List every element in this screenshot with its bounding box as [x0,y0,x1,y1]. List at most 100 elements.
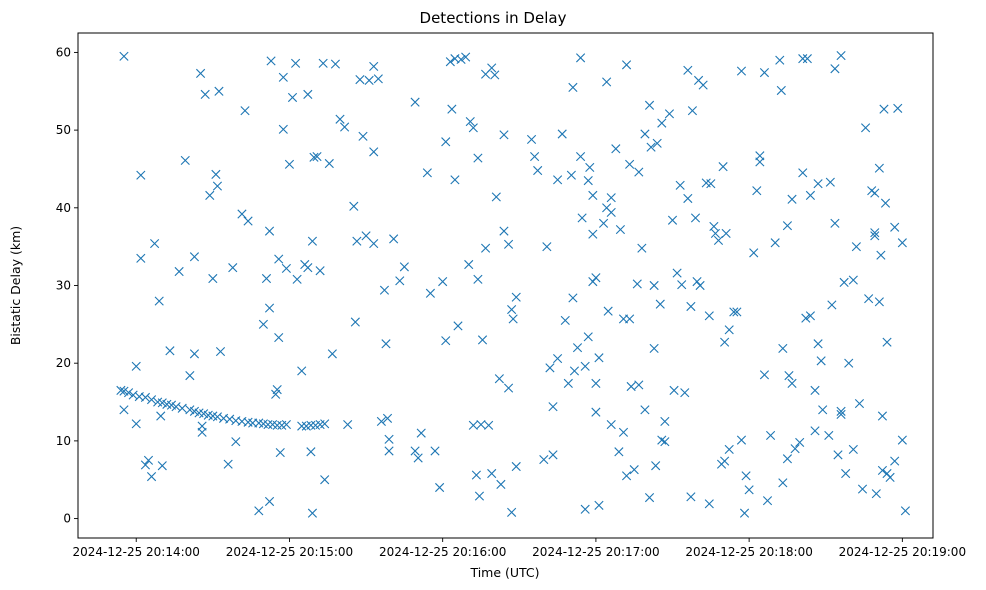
y-axis-ticks: 0 10 20 30 40 50 60 [56,45,78,526]
data-point [189,349,200,359]
data-point [320,419,330,429]
data-point [651,461,661,471]
data-point [569,366,580,376]
data-point [736,435,747,445]
data-point [258,319,268,329]
data-point [511,292,521,302]
data-point [278,72,288,82]
data-point [813,339,823,349]
data-point [468,420,478,430]
data-point [854,399,865,409]
data-point [598,218,609,228]
data-point [297,366,307,376]
data-point [143,455,154,465]
data-point [542,242,552,252]
data-point [844,358,854,368]
data-point [885,472,895,482]
data-point [422,168,432,178]
data-point [352,236,362,246]
y-tick-label: 50 [56,123,71,137]
data-point [284,159,295,169]
data-point [548,450,558,460]
data-point [324,158,334,169]
data-point [810,426,820,436]
data-point [618,427,629,437]
data-point [790,444,800,454]
data-point [290,58,301,68]
data-point [572,343,583,353]
data-point [787,378,797,388]
data-point [292,274,302,284]
data-point [660,437,670,447]
data-point [634,380,644,390]
data-point [263,419,273,430]
data-point [695,280,705,291]
x-tick-label: 2024-12-25 20:16:00 [379,545,506,559]
data-point [870,228,880,238]
data-point [477,335,488,345]
data-point [739,508,750,518]
data-point [503,239,514,249]
data-point [882,468,892,479]
data-point [625,314,635,324]
data-point [382,413,393,423]
data-point [174,266,184,277]
data-point [657,118,667,128]
data-point [606,207,616,218]
data-point [787,194,797,204]
data-point [649,280,659,291]
data-point [376,416,386,427]
data-point [557,129,567,139]
data-point [890,456,900,466]
data-point [798,168,808,178]
data-point [410,97,420,107]
data-point [870,231,880,241]
x-tick-label: 2024-12-25 20:18:00 [685,545,812,559]
data-point [274,332,284,343]
data-point [465,116,475,127]
data-point [646,142,656,152]
data-point [205,190,215,200]
data-point [384,446,394,456]
data-point [690,213,701,223]
data-point [395,276,405,286]
data-point [634,167,644,177]
data-point [533,165,543,176]
data-point [545,363,555,373]
data-point [649,343,659,354]
data-point [805,311,816,321]
data-point [580,504,590,514]
data-point [307,236,318,246]
data-point [841,468,851,479]
data-point [306,447,316,457]
data-point [864,294,874,304]
x-tick-label: 2024-12-25 20:15:00 [226,545,353,559]
data-point [119,51,129,61]
data-point [381,339,391,349]
data-point [778,478,788,488]
data-point [588,277,598,287]
data-point [453,321,463,331]
data-point [776,85,786,96]
data-point [683,193,693,204]
data-point [583,176,593,186]
data-point [435,482,445,493]
data-point [580,361,590,371]
data-point [474,491,485,501]
data-point [816,356,826,366]
data-point [307,508,318,518]
data-point [484,420,494,430]
data-point [577,213,587,223]
data-point [553,175,563,185]
data-point [140,460,151,470]
data-point [709,221,719,232]
data-point [157,461,167,471]
data-point [836,409,846,420]
data-point [848,275,858,285]
y-tick-label: 60 [56,45,71,59]
data-point [720,456,730,466]
data-point [680,388,690,398]
data-point [591,378,601,388]
data-point [686,492,696,502]
data-point [261,273,272,284]
